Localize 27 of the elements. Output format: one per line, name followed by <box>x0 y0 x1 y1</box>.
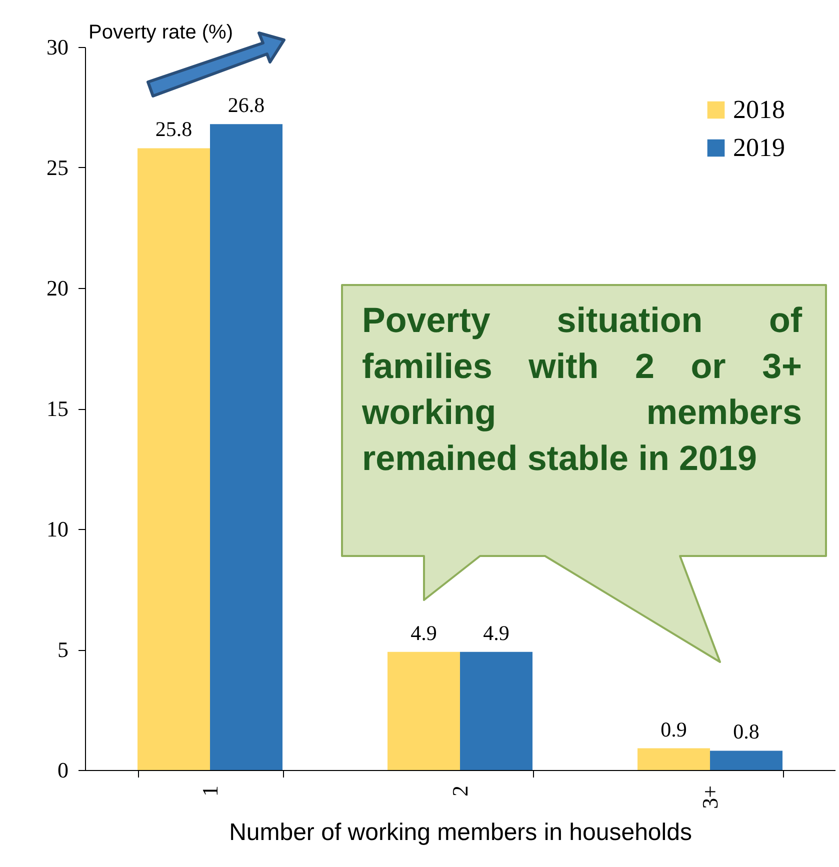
y-tick-label: 15 <box>46 396 68 421</box>
data-label: 26.8 <box>228 93 265 118</box>
bar <box>638 748 710 770</box>
bar <box>210 124 282 770</box>
y-axis-title: Poverty rate (%) <box>88 22 233 44</box>
y-tick-label: 25 <box>46 155 68 180</box>
x-tick-label: 3+ <box>698 786 722 809</box>
bar <box>710 750 782 770</box>
x-tick-label: 2 <box>448 786 472 796</box>
data-label: 4.9 <box>483 620 510 645</box>
y-tick-label: 0 <box>58 758 68 782</box>
data-label: 0.9 <box>660 717 687 742</box>
bar <box>138 148 210 770</box>
x-axis-title: Number of working members in households <box>229 818 692 846</box>
y-tick-label: 20 <box>46 276 68 300</box>
bar <box>388 652 460 770</box>
data-label: 0.8 <box>733 720 760 744</box>
x-tick-label: 1 <box>198 786 222 796</box>
annotation: Poverty situation of families with 2 or 3+ working members remained stable in 2019 <box>362 300 802 480</box>
y-tick-label: 5 <box>58 637 68 662</box>
legend-label: 2018 <box>733 95 785 124</box>
legend-label: 2019 <box>733 133 785 162</box>
data-label: 25.8 <box>155 117 192 142</box>
data-label: 4.9 <box>410 620 437 645</box>
y-tick-label: 30 <box>46 34 68 60</box>
y-tick-label: 10 <box>46 516 68 542</box>
bar <box>460 652 532 770</box>
